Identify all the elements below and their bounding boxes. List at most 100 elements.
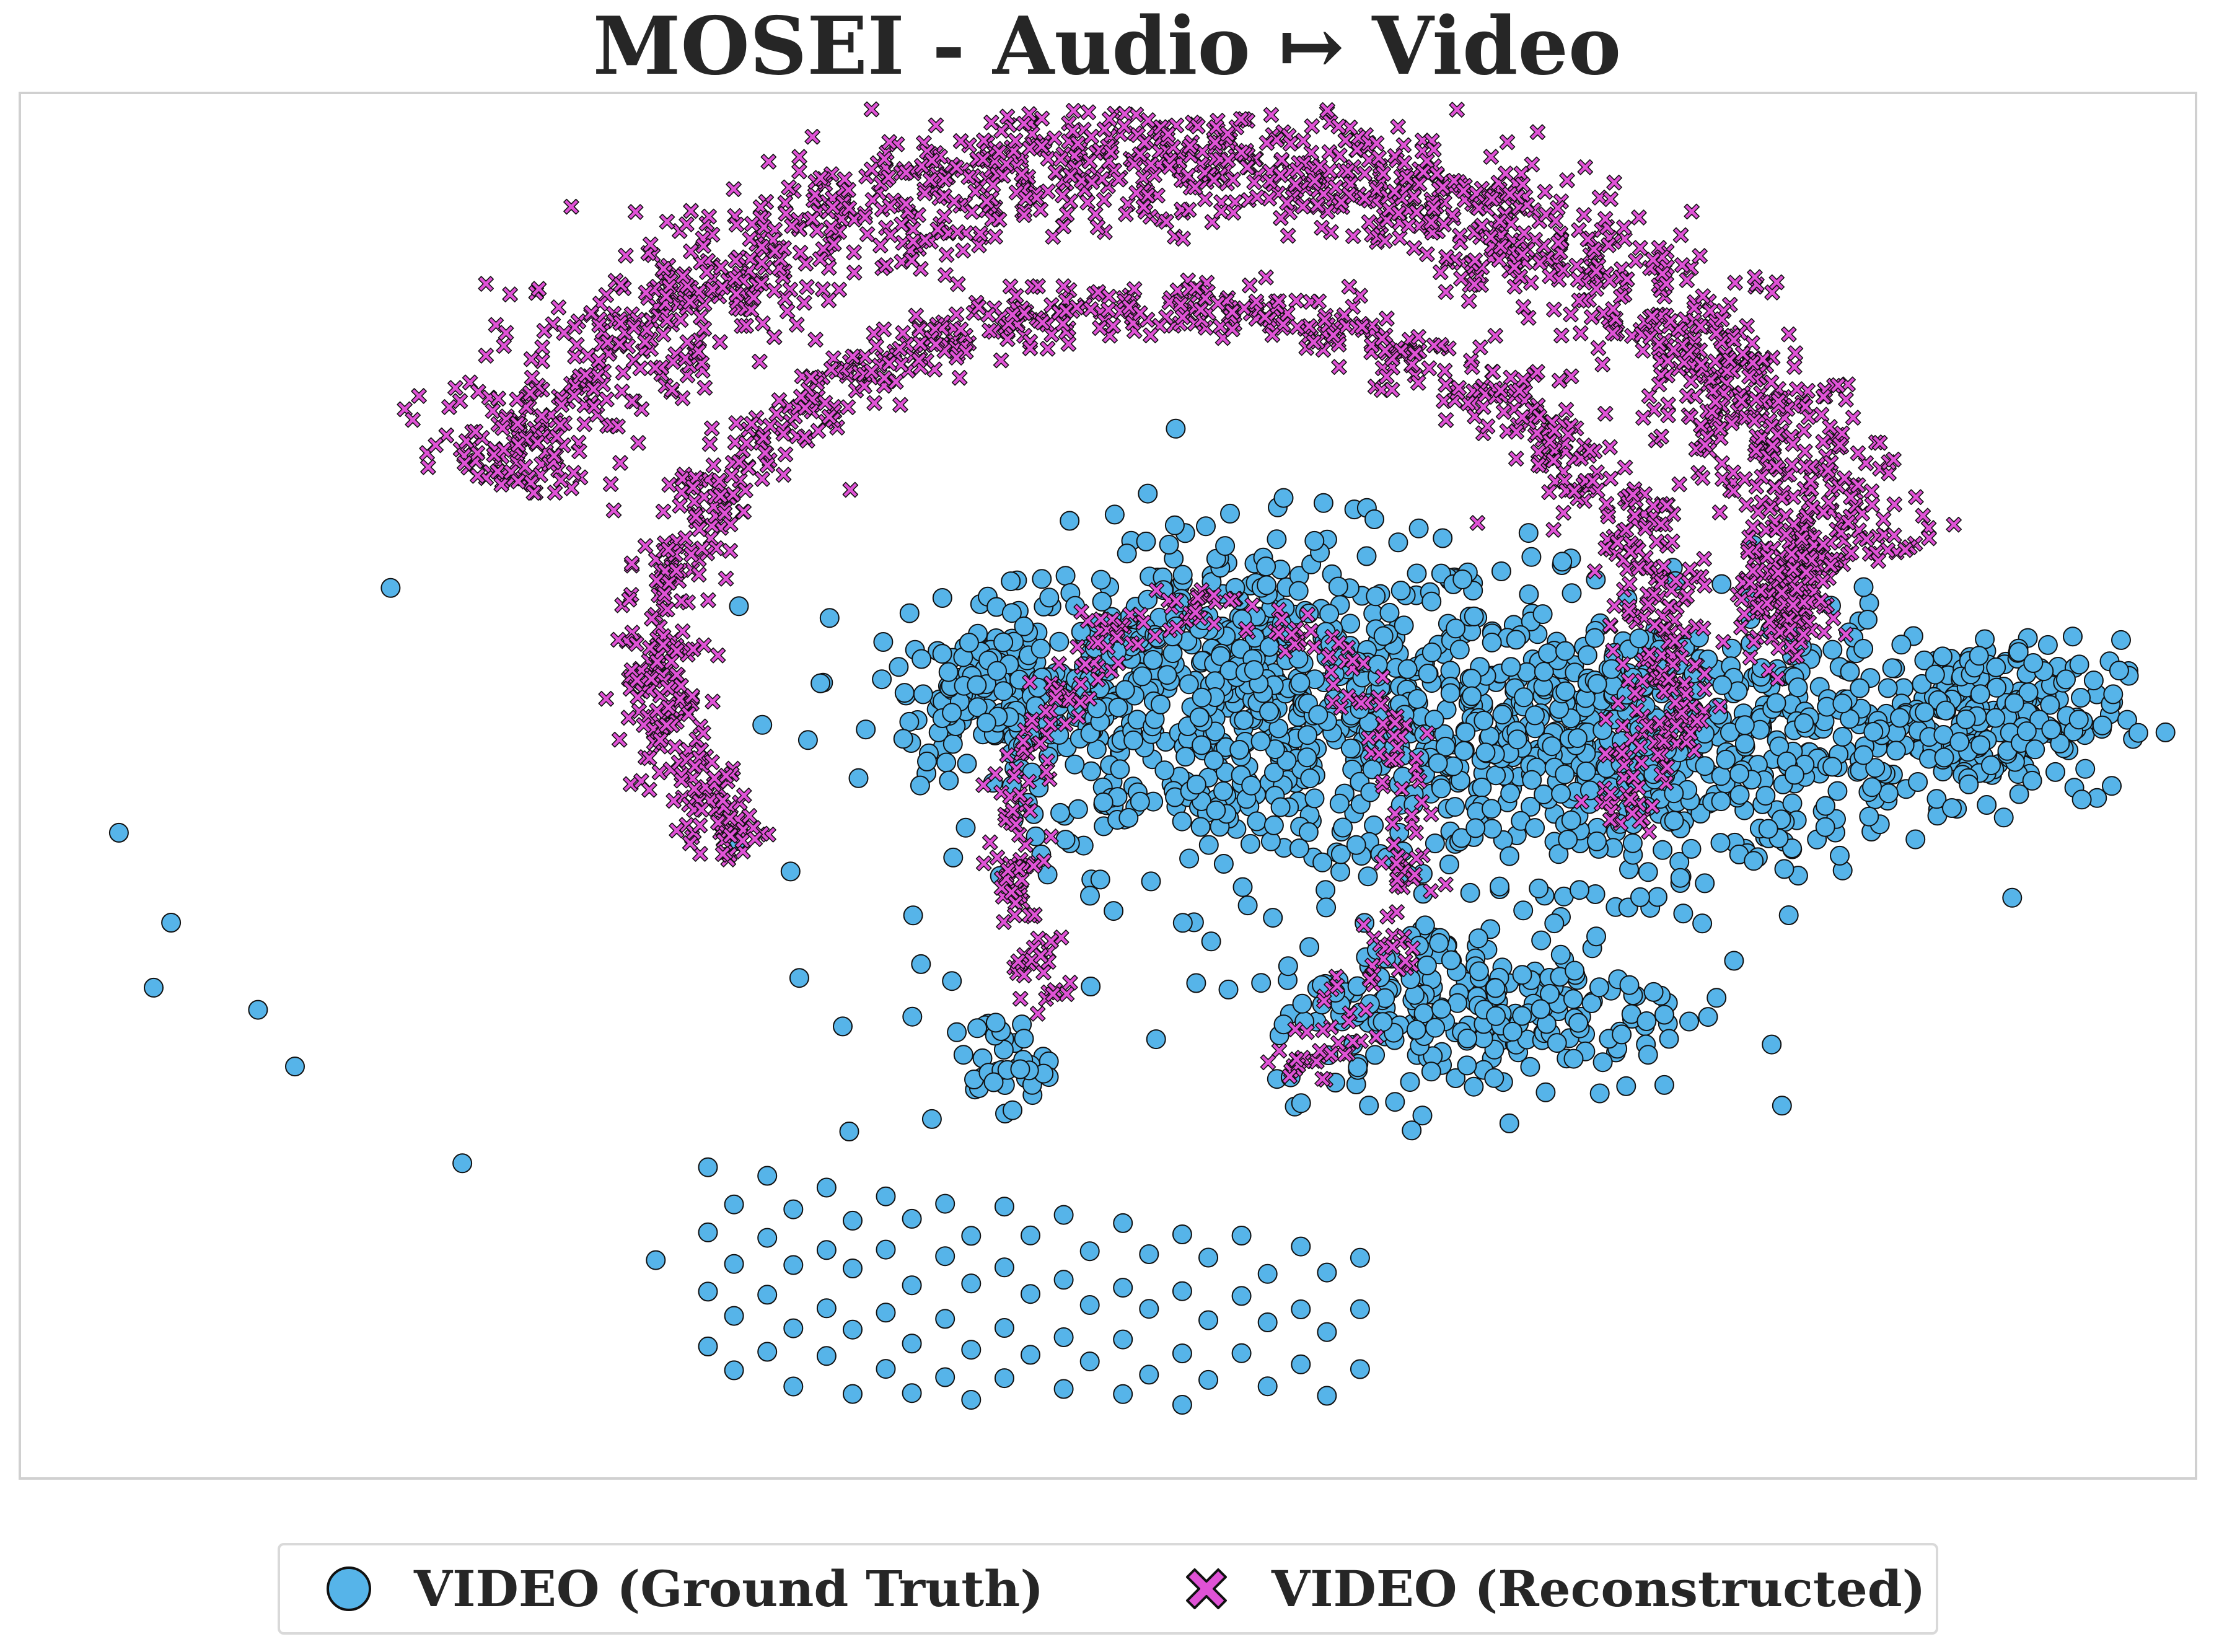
ground-truth-point bbox=[1853, 745, 1874, 765]
ground-truth-point bbox=[1313, 493, 1333, 513]
reconstructed-point bbox=[778, 206, 794, 222]
reconstructed-point bbox=[1384, 382, 1400, 398]
reconstructed-point bbox=[1242, 277, 1258, 294]
reconstructed-point bbox=[661, 477, 677, 493]
ground-truth-point bbox=[1538, 643, 1558, 664]
ground-truth-point bbox=[993, 681, 1014, 701]
ground-truth-point bbox=[1330, 861, 1350, 882]
reconstructed-point bbox=[478, 348, 494, 364]
reconstructed-point bbox=[846, 265, 863, 281]
ground-truth-point bbox=[902, 1333, 922, 1354]
ground-truth-point bbox=[1192, 735, 1212, 755]
reconstructed-point bbox=[728, 415, 744, 431]
ground-truth-point bbox=[1711, 574, 1732, 594]
reconstructed-point bbox=[1182, 138, 1198, 154]
reconstructed-point bbox=[655, 260, 672, 277]
reconstructed-point bbox=[1089, 219, 1106, 235]
ground-truth-point bbox=[1782, 838, 1802, 858]
reconstructed-point bbox=[1558, 402, 1575, 418]
ground-truth-point bbox=[935, 1367, 955, 1387]
ground-truth-point bbox=[1068, 799, 1088, 819]
reconstructed-point bbox=[1449, 102, 1465, 118]
reconstructed-point bbox=[1032, 201, 1049, 218]
reconstructed-point bbox=[1327, 179, 1344, 195]
reconstructed-point bbox=[1225, 172, 1241, 188]
ground-truth-point bbox=[1592, 1052, 1613, 1073]
ground-truth-point bbox=[911, 954, 931, 974]
reconstructed-point bbox=[998, 156, 1014, 172]
reconstructed-point bbox=[677, 350, 693, 367]
ground-truth-point bbox=[1461, 669, 1482, 689]
ground-truth-point bbox=[1586, 926, 1606, 947]
ground-truth-point bbox=[1365, 1045, 1386, 1065]
ground-truth-point bbox=[1241, 775, 1262, 796]
reconstructed-point bbox=[951, 369, 968, 386]
ground-truth-point bbox=[1890, 708, 1910, 728]
ground-truth-point bbox=[987, 661, 1007, 681]
reconstructed-point bbox=[784, 217, 800, 234]
reconstructed-point bbox=[1645, 252, 1661, 268]
ground-truth-point bbox=[783, 1376, 804, 1397]
reconstructed-point bbox=[1671, 476, 1687, 493]
ground-truth-point bbox=[816, 1177, 837, 1198]
reconstructed-point bbox=[647, 359, 664, 376]
reconstructed-point bbox=[1506, 259, 1522, 276]
ground-truth-point bbox=[843, 1384, 863, 1404]
ground-truth-point bbox=[1915, 702, 1935, 723]
reconstructed-point bbox=[1946, 516, 1962, 533]
reconstructed-point bbox=[1741, 529, 1757, 545]
ground-truth-point bbox=[1956, 709, 1976, 729]
reconstructed-point bbox=[1220, 152, 1236, 169]
ground-truth-point bbox=[1959, 774, 1979, 794]
reconstructed-point bbox=[1553, 327, 1570, 344]
ground-truth-point bbox=[2111, 630, 2131, 650]
ground-truth-point bbox=[1417, 956, 1437, 975]
ground-truth-point bbox=[1146, 1029, 1166, 1050]
ground-truth-point bbox=[1373, 626, 1394, 646]
reconstructed-point bbox=[1604, 325, 1621, 341]
ground-truth-point bbox=[1729, 784, 1750, 805]
ground-truth-point bbox=[1113, 1278, 1133, 1298]
ground-truth-point bbox=[1567, 728, 1588, 749]
reconstructed-point bbox=[1340, 163, 1356, 179]
reconstructed-point bbox=[1392, 230, 1408, 246]
reconstructed-point bbox=[1577, 159, 1594, 175]
ground-truth-point bbox=[1619, 975, 1640, 995]
ground-truth-point bbox=[1794, 713, 1814, 733]
ground-truth-point bbox=[1175, 747, 1196, 767]
reconstructed-point bbox=[881, 169, 897, 185]
ground-truth-point bbox=[1581, 993, 1602, 1013]
reconstructed-point bbox=[1262, 173, 1278, 190]
reconstructed-point bbox=[534, 339, 550, 356]
ground-truth-point bbox=[843, 1210, 863, 1231]
reconstructed-point bbox=[1815, 434, 1831, 450]
ground-truth-point bbox=[1090, 869, 1110, 890]
ground-truth-point bbox=[1251, 973, 1272, 993]
reconstructed-point bbox=[747, 831, 763, 847]
ground-truth-point bbox=[1865, 758, 1886, 778]
reconstructed-point bbox=[705, 693, 721, 710]
reconstructed-point bbox=[493, 477, 509, 493]
reconstructed-point bbox=[1400, 217, 1417, 234]
ground-truth-point bbox=[1179, 848, 1200, 869]
reconstructed-point bbox=[641, 781, 657, 798]
ground-truth-point bbox=[1565, 960, 1585, 981]
ground-truth-point bbox=[1469, 961, 1489, 982]
ground-truth-point bbox=[1707, 988, 1727, 1008]
ground-truth-point bbox=[1162, 643, 1183, 664]
ground-truth-point bbox=[1512, 965, 1532, 985]
reconstructed-point bbox=[905, 221, 921, 237]
ground-truth-point bbox=[2040, 695, 2060, 715]
reconstructed-point bbox=[1332, 147, 1348, 164]
ground-truth-point bbox=[1232, 877, 1253, 897]
ground-truth-point bbox=[1402, 1120, 1422, 1141]
reconstructed-point bbox=[1583, 309, 1600, 325]
reconstructed-point bbox=[882, 198, 898, 214]
ground-truth-point bbox=[1350, 1359, 1370, 1379]
reconstructed-point bbox=[498, 325, 514, 341]
ground-truth-point bbox=[1081, 761, 1101, 781]
reconstructed-point bbox=[618, 247, 634, 264]
reconstructed-point bbox=[1838, 392, 1854, 408]
ground-truth-point bbox=[1482, 632, 1502, 652]
reconstructed-point bbox=[949, 224, 966, 240]
